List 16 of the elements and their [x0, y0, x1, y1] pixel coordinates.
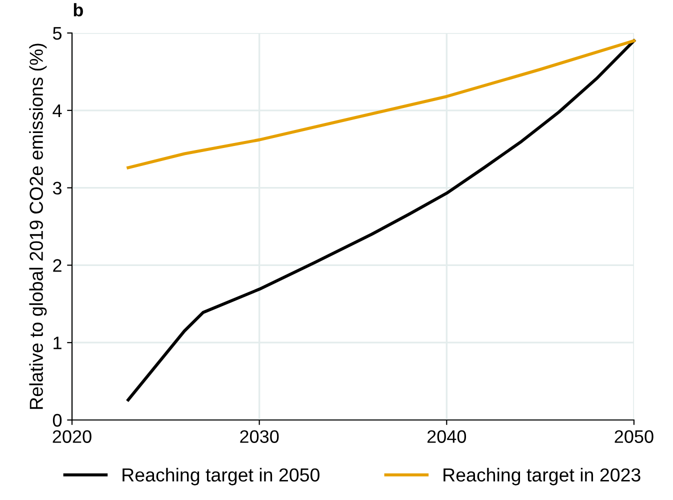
y-tick-label: 5 — [52, 27, 62, 40]
x-tick-label: 2040 — [427, 430, 466, 443]
y-tick-label: 2 — [53, 259, 62, 272]
y-tick-label: 4 — [52, 104, 62, 117]
legend-label: Reaching target in 2023 — [444, 468, 640, 486]
legend-label: Reaching target in 2050 — [122, 468, 320, 486]
x-tick-label: 2020 — [52, 430, 92, 443]
x-tick-label: 2030 — [240, 430, 279, 443]
y-tick-label: 0 — [52, 414, 62, 427]
text: b — [74, 3, 83, 16]
y-tick-label: 3 — [52, 182, 62, 195]
y-tick-label: 1 — [54, 336, 62, 350]
line-series — [126, 39, 636, 170]
x-tick-label: 2050 — [614, 430, 654, 443]
line-series — [126, 39, 636, 402]
y-axis-title: Relative to global 2019 CO2e emissions (%) — [29, 44, 47, 409]
